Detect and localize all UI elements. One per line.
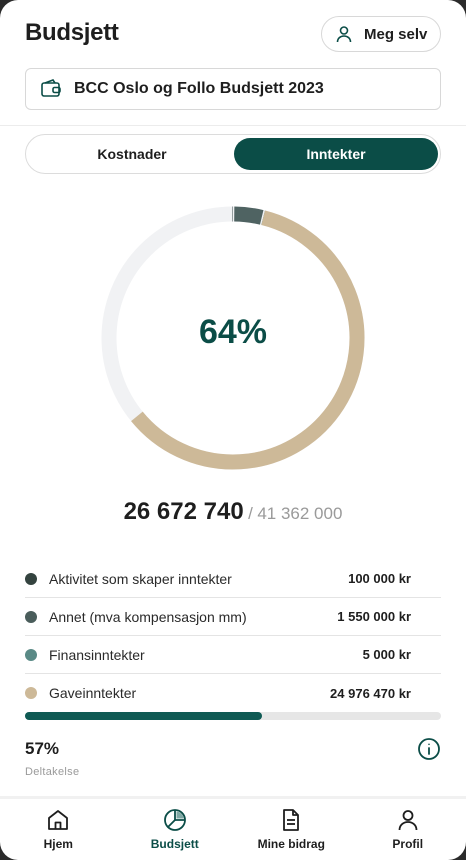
donut-segment (131, 210, 365, 470)
donut-chart: 64% (98, 203, 368, 473)
profile-icon (395, 807, 421, 833)
category-dot (25, 648, 37, 661)
user-switch-button[interactable]: Meg selv (321, 16, 441, 52)
user-switch-label: Meg selv (364, 25, 428, 43)
category-name: Annet (mva kompensasjon mm) (49, 608, 247, 625)
tab-kostnader[interactable]: Kostnader (97, 146, 167, 162)
category-amount: 100 000 kr (348, 571, 411, 586)
donut-svg (101, 206, 365, 470)
budget-selector-label: BCC Oslo og Follo Budsjett 2023 (74, 80, 324, 97)
tab-label: Budsjett (150, 837, 199, 851)
participation-progress-fill (25, 712, 263, 720)
divider (0, 125, 466, 126)
tab-mine-bidrag[interactable]: Mine bidrag (233, 799, 350, 860)
participation-value: 57% (25, 739, 60, 758)
info-icon[interactable] (417, 737, 441, 761)
total-current: 26 672 740 (123, 498, 244, 525)
tab-label: Mine bidrag (257, 837, 325, 851)
header: Budsjett Meg selv (25, 16, 441, 52)
total-target: 41 362 000 (257, 504, 343, 523)
category-amount: 24 976 470 kr (330, 685, 411, 701)
bottom-tab-bar: Hjem Budsjett Mi (0, 799, 466, 860)
tab-label: Profil (392, 837, 424, 851)
category-name: Finansinntekter (49, 646, 145, 663)
wallet-icon (40, 78, 62, 100)
category-dot (25, 687, 37, 699)
tab-hjem[interactable]: Hjem (0, 799, 117, 860)
category-row[interactable]: Aktivitet som skaper inntekter 100 000 k… (25, 560, 441, 598)
category-amount: 1 550 000 kr (337, 609, 411, 624)
category-row[interactable]: Gaveinntekter 24 976 470 kr (25, 674, 441, 712)
home-icon (45, 807, 71, 833)
category-amount: 5 000 kr (362, 647, 411, 662)
category-name: Aktivitet som skaper inntekter (49, 570, 232, 587)
category-list: Aktivitet som skaper inntekter 100 000 k… (25, 560, 441, 712)
donut-percentage: 64% (198, 313, 268, 351)
category-name: Gaveinntekter (49, 685, 137, 701)
category-dot (25, 610, 37, 623)
tab-profil[interactable]: Profil (350, 799, 466, 860)
participation-label: Deltakelse (25, 766, 80, 778)
user-icon (334, 24, 354, 44)
page-title: Budsjett (25, 19, 119, 46)
budget-totals: 26 672 740 / 41 362 000 (0, 498, 466, 526)
total-separator: / (248, 504, 253, 523)
budget-selector[interactable]: BCC Oslo og Follo Budsjett 2023 (25, 68, 441, 110)
income-cost-toggle: Kostnader Inntekter (25, 134, 441, 174)
tab-inntekter[interactable]: Inntekter (234, 138, 438, 170)
donut-segment (234, 206, 264, 225)
tab-budsjett[interactable]: Budsjett (117, 799, 234, 860)
category-row[interactable]: Finansinntekter 5 000 kr (25, 636, 441, 674)
pie-chart-icon (162, 807, 188, 833)
participation-progress (25, 712, 441, 720)
category-dot (25, 572, 37, 585)
divider (0, 796, 466, 799)
document-icon (278, 807, 304, 833)
category-row[interactable]: Annet (mva kompensasjon mm) 1 550 000 kr (25, 598, 441, 636)
tab-label: Hjem (43, 837, 73, 851)
